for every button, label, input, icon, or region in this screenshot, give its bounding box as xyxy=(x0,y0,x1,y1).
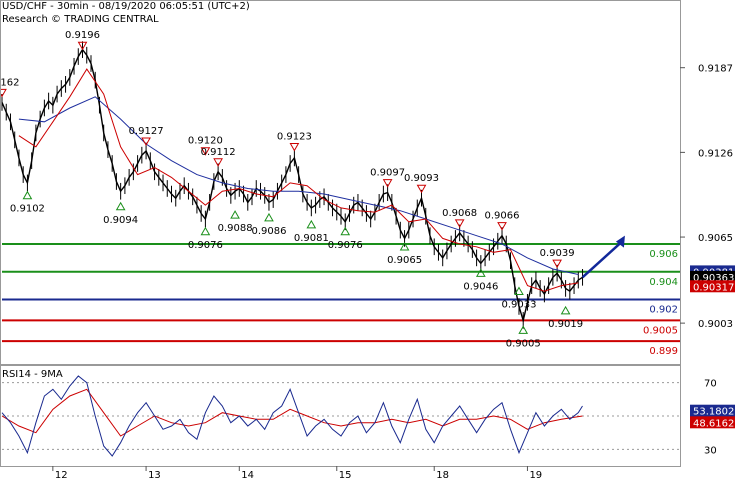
swing-low-label-3: 0.9088 xyxy=(218,223,253,234)
rsi-line xyxy=(1,375,583,457)
price-badge-2: 0.90317 xyxy=(693,282,734,293)
swing-low-label-2: 0.9076 xyxy=(188,240,223,251)
swing-high-marker xyxy=(497,222,507,231)
x-axis-label-1: 13 xyxy=(148,470,161,480)
x-axis-label-4: 18 xyxy=(436,470,449,480)
swing-high-marker xyxy=(382,179,393,188)
swing-low-label-7: 0.9065 xyxy=(387,255,422,266)
swing-high-label-4: 0.9112 xyxy=(201,147,236,158)
swing-low-marker xyxy=(514,286,524,295)
rsi-ma-line xyxy=(1,388,583,437)
rsi-panel-frame xyxy=(0,365,681,467)
swing-low-marker xyxy=(518,325,529,334)
swing-low-marker xyxy=(475,268,486,277)
swing-high-label-1: 0.9196 xyxy=(65,30,100,41)
swing-low-marker xyxy=(22,190,33,200)
swing-low-label-1: 0.9094 xyxy=(103,215,138,226)
swing-high-label-3: 0.9120 xyxy=(188,136,223,147)
rsi-axis-label-0: 70 xyxy=(704,379,717,390)
level-label-3: 0.9005 xyxy=(643,325,678,336)
price-badge-bg-1 xyxy=(690,270,735,283)
level-label-1: 0.904 xyxy=(649,277,678,288)
rsi-badge-0: 53.1802 xyxy=(693,407,734,418)
swing-high-marker xyxy=(77,41,88,51)
swing-high-marker xyxy=(416,184,427,194)
x-axis-label-0: 12 xyxy=(55,470,68,480)
swing-low-label-4: 0.9086 xyxy=(251,226,286,237)
rsi-badge-bg-0 xyxy=(690,404,735,417)
swing-low-marker xyxy=(200,226,211,236)
swing-high-label-6: 0.9097 xyxy=(370,168,405,179)
chart-title: USD/CHF - 30min - 08/19/2020 06:05:51 (U… xyxy=(2,1,250,12)
price-badge-1: 0.90363 xyxy=(693,273,734,284)
swing-high-marker xyxy=(213,158,223,167)
swing-high-marker xyxy=(141,137,151,146)
price-axis-label-3: 0.9003 xyxy=(698,319,733,330)
swing-high-label-10: 0.9039 xyxy=(540,248,575,259)
chart-subtitle: Research © TRADING CENTRAL xyxy=(2,14,159,25)
x-axis-label-2: 14 xyxy=(241,470,254,480)
swing-low-marker xyxy=(340,226,351,236)
swing-high-label-9: 0.9066 xyxy=(485,211,520,222)
swing-high-marker xyxy=(200,147,211,156)
swing-low-label-5: 0.9081 xyxy=(294,233,329,244)
forecast-arrow-shaft xyxy=(581,240,623,279)
price-axis-label-0: 0.9187 xyxy=(698,64,733,75)
price-panel-frame xyxy=(0,0,681,365)
price-axis-label-2: 0.9065 xyxy=(698,233,733,244)
swing-low-label-6: 0.9076 xyxy=(328,240,363,251)
rsi-panel: RSI14 - 9MA xyxy=(1,369,680,457)
price-badge-bg-2 xyxy=(690,280,735,293)
rsi-badge-1: 48.6162 xyxy=(693,418,734,429)
swing-high-marker xyxy=(552,259,562,269)
forecast-arrow-head xyxy=(615,235,625,248)
price-axis-label-1: 0.9126 xyxy=(698,148,733,159)
rsi-badge-bg-1 xyxy=(690,416,735,429)
x-axis-label-3: 15 xyxy=(339,470,352,480)
swing-low-label-0: 0.9102 xyxy=(10,204,45,215)
price-line xyxy=(1,48,583,324)
ma-fast-line xyxy=(18,68,579,292)
swing-low-label-9: 0.9033 xyxy=(501,299,536,310)
swing-low-label-10: 0.9005 xyxy=(506,338,541,349)
swing-low-marker xyxy=(115,201,126,211)
swing-high-label-5: 0.9123 xyxy=(277,132,312,143)
swing-low-marker xyxy=(560,305,571,315)
swing-high-marker xyxy=(0,88,7,98)
swing-low-marker xyxy=(230,210,240,219)
swing-low-label-11: 0.9019 xyxy=(548,319,583,330)
level-label-0: 0.906 xyxy=(649,249,678,260)
swing-low-marker xyxy=(264,212,274,222)
rsi-axis-label-1: 30 xyxy=(704,445,717,456)
swing-low-marker xyxy=(306,219,317,229)
swing-high-label-2: 0.9127 xyxy=(129,126,164,137)
ma-slow-line xyxy=(18,96,579,275)
swing-high-label-7: 0.9093 xyxy=(404,173,439,184)
swing-low-marker xyxy=(399,242,410,251)
swing-high-marker xyxy=(454,219,465,228)
swing-high-label-8: 0.9068 xyxy=(442,208,477,219)
level-label-2: 0.902 xyxy=(649,305,678,316)
swing-high-marker xyxy=(289,143,300,152)
level-label-4: 0.899 xyxy=(649,346,678,357)
swing-low-label-8: 0.9046 xyxy=(463,281,498,292)
x-axis-label-5: 19 xyxy=(529,470,542,480)
rsi-title: RSI14 - 9MA xyxy=(2,369,63,380)
